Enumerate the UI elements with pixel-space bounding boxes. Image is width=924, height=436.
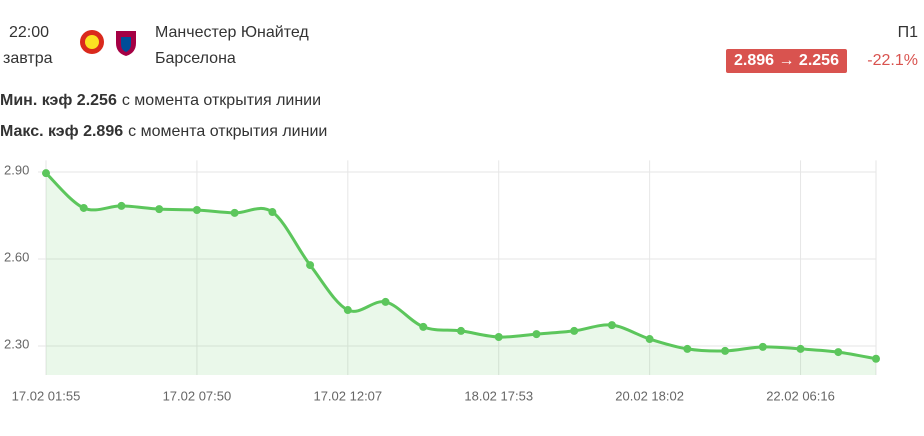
point	[42, 169, 50, 178]
y-tick-label: 2.90	[4, 162, 29, 177]
point	[268, 208, 277, 217]
y-tick-label: 2.60	[4, 249, 29, 264]
point	[230, 208, 239, 217]
point	[155, 205, 164, 214]
point	[343, 306, 352, 315]
stat-text: с момента открытия линии	[128, 123, 328, 140]
point	[872, 354, 880, 363]
point	[607, 321, 616, 330]
x-tick-label: 17.02 01:55	[12, 388, 81, 403]
home-logo-inner	[85, 35, 99, 49]
match-time: 22:00	[9, 24, 50, 41]
point	[796, 344, 805, 353]
market: П1	[897, 24, 918, 41]
stat-label: Мин. кэф 2.256	[0, 92, 117, 109]
percent-change: -22.1%	[867, 52, 918, 69]
point	[419, 322, 428, 331]
x-tick-label: 17.02 12:07	[313, 388, 382, 403]
point	[570, 326, 579, 335]
x-tick-label: 17.02 07:50	[163, 388, 232, 403]
x-tick-label: 22.02 06:16	[766, 388, 835, 403]
home-team[interactable]: Манчестер Юнайтед	[155, 24, 309, 41]
point	[494, 333, 503, 342]
point	[79, 203, 88, 212]
area	[46, 173, 876, 375]
point	[306, 261, 315, 270]
point	[683, 344, 692, 353]
point	[532, 330, 541, 339]
point	[381, 297, 390, 306]
match-day: завтра	[3, 50, 53, 67]
stat-row: Макс. кэф 2.896 с момента открытия линии	[0, 123, 327, 141]
point	[721, 346, 730, 355]
point	[117, 201, 126, 210]
x-tick-label: 18.02 17:53	[464, 388, 533, 403]
stat-row: Мин. кэф 2.256 с момента открытия линии	[0, 92, 321, 110]
point	[834, 348, 843, 357]
team-logos	[80, 30, 136, 56]
point	[457, 326, 465, 335]
point	[645, 335, 654, 344]
point	[192, 205, 201, 214]
point	[758, 342, 767, 351]
stat-label: Макс. кэф 2.896	[0, 123, 124, 140]
stat-text: с момента открытия линии	[121, 92, 322, 109]
x-tick-label: 20.02 18:02	[615, 388, 684, 403]
away-team[interactable]: Барселона	[155, 50, 236, 67]
y-tick-label: 2.30	[4, 336, 29, 351]
odds-change: 2.896 → 2.256	[726, 49, 847, 73]
away-logo-inner	[121, 37, 131, 52]
